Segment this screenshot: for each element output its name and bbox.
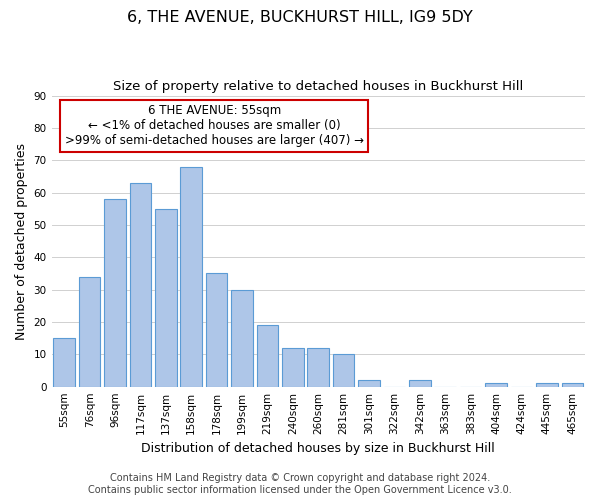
- Bar: [79, 276, 100, 386]
- Bar: [130, 183, 151, 386]
- Bar: [409, 380, 431, 386]
- Text: Contains HM Land Registry data © Crown copyright and database right 2024.
Contai: Contains HM Land Registry data © Crown c…: [88, 474, 512, 495]
- Bar: [562, 384, 583, 386]
- Bar: [53, 338, 75, 386]
- Bar: [485, 384, 507, 386]
- Bar: [155, 209, 176, 386]
- Bar: [257, 325, 278, 386]
- Bar: [231, 290, 253, 386]
- Bar: [206, 274, 227, 386]
- Bar: [104, 199, 126, 386]
- X-axis label: Distribution of detached houses by size in Buckhurst Hill: Distribution of detached houses by size …: [142, 442, 495, 455]
- Bar: [333, 354, 355, 386]
- Text: 6, THE AVENUE, BUCKHURST HILL, IG9 5DY: 6, THE AVENUE, BUCKHURST HILL, IG9 5DY: [127, 10, 473, 25]
- Bar: [181, 166, 202, 386]
- Bar: [282, 348, 304, 387]
- Text: 6 THE AVENUE: 55sqm
← <1% of detached houses are smaller (0)
>99% of semi-detach: 6 THE AVENUE: 55sqm ← <1% of detached ho…: [65, 104, 364, 148]
- Bar: [358, 380, 380, 386]
- Y-axis label: Number of detached properties: Number of detached properties: [15, 142, 28, 340]
- Bar: [536, 384, 557, 386]
- Title: Size of property relative to detached houses in Buckhurst Hill: Size of property relative to detached ho…: [113, 80, 523, 93]
- Bar: [307, 348, 329, 387]
